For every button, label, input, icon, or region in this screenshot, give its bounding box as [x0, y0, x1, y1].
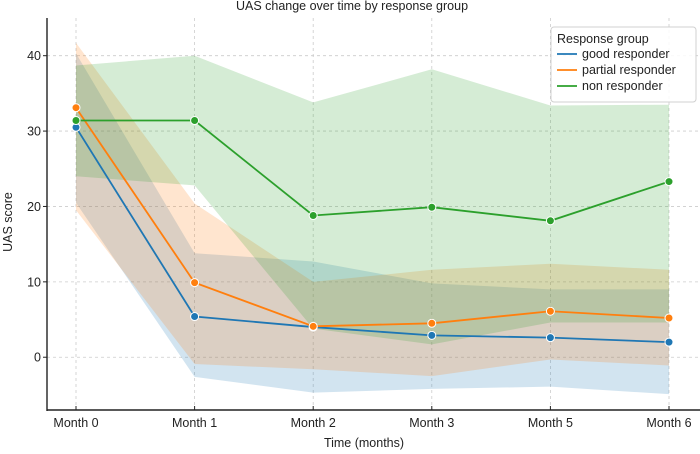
data-point-partial-responder: [664, 313, 674, 323]
chart-title: UAS change over time by response group: [236, 0, 468, 13]
y-tick-label: 20: [27, 200, 41, 214]
data-point-good-responder: [427, 330, 437, 340]
y-axis-title: UAS score: [1, 192, 15, 252]
data-point-non-responder: [545, 216, 555, 226]
data-point-good-responder: [664, 337, 674, 347]
data-point-partial-responder: [190, 278, 200, 288]
x-tick-label: Month 6: [646, 416, 691, 430]
data-point-partial-responder: [308, 321, 318, 331]
data-point-non-responder: [664, 177, 674, 187]
x-tick-label: Month 3: [409, 416, 454, 430]
data-point-good-responder: [545, 333, 555, 343]
legend-entry-label: non responder: [582, 79, 663, 93]
series-line-non-responder: [76, 119, 670, 222]
tick-labels: 0 10 20 30 40 Month 0 Month 1 Month 2 Month 3 Mon…: [27, 49, 692, 430]
legend-title: Response group: [557, 32, 649, 46]
data-point-partial-responder: [71, 103, 81, 113]
legend-entry-label: partial responder: [582, 63, 676, 77]
data-points: [71, 103, 674, 347]
series-lines: [75, 107, 670, 344]
legend-frame: [550, 26, 697, 103]
ci-band-good-responder: [76, 53, 669, 395]
data-point-non-responder: [427, 202, 437, 212]
data-point-non-responder: [308, 211, 318, 221]
data-point-good-responder: [190, 312, 200, 322]
series-line-partial-responder: [75, 107, 670, 328]
x-tick-label: Month 5: [528, 416, 573, 430]
y-tick-label: 40: [27, 49, 41, 63]
axes: [43, 18, 700, 411]
series-line-good-responder: [75, 126, 670, 344]
x-axis-title: Time (months): [324, 436, 404, 450]
legend-entry-label: good responder: [582, 47, 670, 61]
x-tick-label: Month 2: [291, 416, 336, 430]
data-point-partial-responder: [427, 318, 437, 328]
ci-band-non-responder: [76, 55, 669, 345]
y-tick-label: 30: [27, 125, 41, 139]
y-tick-label: 0: [34, 351, 41, 365]
x-tick-label: Month 0: [53, 416, 98, 430]
legend: Response group good responder partial res…: [550, 26, 697, 103]
data-point-non-responder: [71, 116, 81, 126]
x-tick-label: Month 1: [172, 416, 217, 430]
y-tick-label: 10: [27, 275, 41, 289]
data-point-partial-responder: [545, 306, 555, 316]
data-point-non-responder: [190, 116, 200, 126]
